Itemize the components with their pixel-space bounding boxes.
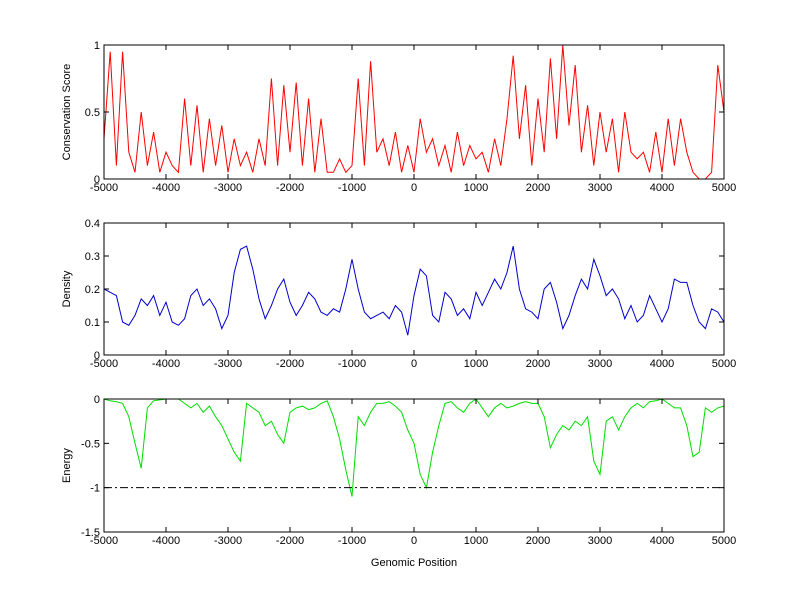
plot-area xyxy=(104,223,724,355)
x-tick-label: 5000 xyxy=(712,182,736,194)
x-tick-label: 1000 xyxy=(464,358,488,370)
y-tick-label: 0.5 xyxy=(85,107,100,119)
y-tick-label: -1.5 xyxy=(81,527,100,539)
y-tick-label: 0.3 xyxy=(85,251,100,263)
x-axis-label: Genomic Position xyxy=(371,557,457,569)
y-tick-label: -0.5 xyxy=(81,438,100,450)
y-tick-label: -1 xyxy=(90,483,100,495)
x-tick-label: -5000 xyxy=(90,535,118,547)
x-tick-label: 3000 xyxy=(588,358,612,370)
x-tick-label: 3000 xyxy=(588,535,612,547)
y-tick-label: 0 xyxy=(94,174,100,186)
x-tick-label: 4000 xyxy=(650,182,674,194)
x-tick-label: 2000 xyxy=(526,535,550,547)
x-tick-label: -3000 xyxy=(214,182,242,194)
y-tick-label: 0 xyxy=(94,394,100,406)
x-tick-label: 4000 xyxy=(650,358,674,370)
x-tick-label: -1000 xyxy=(338,358,366,370)
x-tick-label: 0 xyxy=(411,535,417,547)
x-tick-label: -2000 xyxy=(276,358,304,370)
x-tick-label: 5000 xyxy=(712,535,736,547)
x-tick-label: -5000 xyxy=(90,182,118,194)
x-tick-label: 3000 xyxy=(588,182,612,194)
x-tick-label: -2000 xyxy=(276,535,304,547)
x-tick-label: -3000 xyxy=(214,535,242,547)
x-tick-label: 2000 xyxy=(526,358,550,370)
plot-area xyxy=(104,399,724,532)
x-tick-label: -4000 xyxy=(152,535,180,547)
y-tick-label: 0.1 xyxy=(85,317,100,329)
x-tick-label: -5000 xyxy=(90,358,118,370)
data-line xyxy=(103,398,725,497)
x-tick-label: -1000 xyxy=(338,535,366,547)
x-tick-label: 5000 xyxy=(712,358,736,370)
x-tick-label: -4000 xyxy=(152,182,180,194)
x-tick-label: 1000 xyxy=(464,182,488,194)
y-tick-label: 1 xyxy=(94,40,100,52)
x-tick-label: 0 xyxy=(411,358,417,370)
y-axis-label: Density xyxy=(61,270,73,307)
x-tick-label: 1000 xyxy=(464,535,488,547)
x-tick-label: -1000 xyxy=(338,182,366,194)
plot-area xyxy=(104,45,724,179)
x-tick-label: 4000 xyxy=(650,535,674,547)
x-tick-label: 2000 xyxy=(526,182,550,194)
y-axis-label: Conservation Score xyxy=(61,64,73,161)
data-line xyxy=(103,44,725,180)
x-tick-label: -2000 xyxy=(276,182,304,194)
x-tick-label: -3000 xyxy=(214,358,242,370)
y-tick-label: 0.2 xyxy=(85,284,100,296)
y-tick-label: 0 xyxy=(94,350,100,362)
y-axis-label: Energy xyxy=(61,448,73,483)
x-tick-label: 0 xyxy=(411,182,417,194)
x-tick-label: -4000 xyxy=(152,358,180,370)
y-tick-label: 0.4 xyxy=(85,218,100,230)
data-line xyxy=(103,245,725,336)
